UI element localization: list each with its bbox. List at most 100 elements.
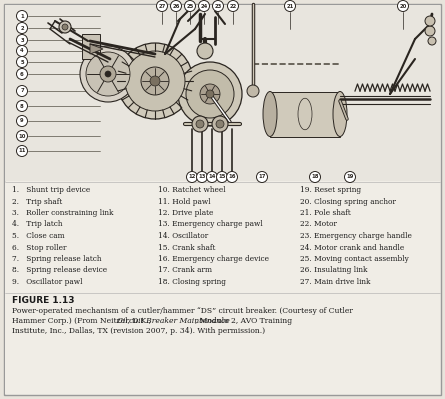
Text: 4.   Trip latch: 4. Trip latch (12, 221, 62, 229)
Text: Power-operated mechanism of a cutler/hammer “DS” circuit breaker. (Courtesy of C: Power-operated mechanism of a cutler/ham… (12, 307, 353, 315)
Circle shape (16, 45, 28, 57)
Circle shape (59, 21, 71, 33)
Circle shape (256, 172, 267, 182)
Text: FIGURE 1.13: FIGURE 1.13 (12, 296, 74, 305)
Text: 24: 24 (200, 4, 208, 8)
Circle shape (206, 172, 218, 182)
Circle shape (16, 22, 28, 34)
Circle shape (117, 43, 193, 119)
Text: 25. Moving contact assembly: 25. Moving contact assembly (300, 255, 409, 263)
Text: 11: 11 (18, 148, 26, 154)
Text: 6: 6 (20, 71, 24, 77)
Circle shape (197, 43, 213, 59)
Circle shape (16, 34, 28, 45)
Text: 8: 8 (20, 103, 24, 109)
Text: 22: 22 (229, 4, 237, 8)
Text: 12: 12 (188, 174, 196, 180)
Text: 18. Closing spring: 18. Closing spring (158, 278, 226, 286)
Circle shape (212, 116, 228, 132)
Text: 26. Insulating link: 26. Insulating link (300, 267, 368, 275)
Circle shape (178, 62, 242, 126)
Circle shape (185, 0, 195, 12)
Text: 7.   Spring release latch: 7. Spring release latch (12, 255, 101, 263)
Ellipse shape (333, 91, 347, 136)
Text: 9: 9 (20, 119, 24, 124)
Circle shape (157, 0, 167, 12)
Circle shape (344, 172, 356, 182)
Circle shape (186, 172, 198, 182)
Bar (5, 294, 440, 394)
Text: 17: 17 (258, 174, 266, 180)
Circle shape (206, 90, 214, 98)
Circle shape (196, 120, 204, 128)
Text: Circuit Breaker Maintenance: Circuit Breaker Maintenance (117, 317, 230, 325)
Text: 16. Emergency charge device: 16. Emergency charge device (158, 255, 269, 263)
Circle shape (16, 69, 28, 79)
Text: 27. Main drive link: 27. Main drive link (300, 278, 371, 286)
Circle shape (428, 37, 436, 45)
Text: 21: 21 (286, 4, 294, 8)
Circle shape (170, 0, 182, 12)
Text: 20. Closing spring anchor: 20. Closing spring anchor (300, 198, 396, 205)
Circle shape (16, 101, 28, 111)
Circle shape (217, 172, 227, 182)
Text: 19. Reset spring: 19. Reset spring (300, 186, 361, 194)
Circle shape (397, 0, 409, 12)
Circle shape (150, 76, 160, 86)
Text: , Module 2, AVO Training: , Module 2, AVO Training (195, 317, 292, 325)
Text: 2: 2 (20, 26, 24, 30)
Circle shape (192, 116, 208, 132)
Circle shape (425, 26, 435, 36)
Circle shape (227, 172, 238, 182)
Text: 14: 14 (208, 174, 216, 180)
Circle shape (16, 146, 28, 156)
Circle shape (216, 120, 224, 128)
Text: 19: 19 (346, 174, 354, 180)
Text: 20: 20 (399, 4, 407, 8)
Circle shape (213, 0, 223, 12)
Text: 4: 4 (20, 49, 24, 53)
Text: 15. Crank shaft: 15. Crank shaft (158, 243, 215, 251)
Circle shape (310, 172, 320, 182)
Text: 1.   Shunt trip device: 1. Shunt trip device (12, 186, 90, 194)
Ellipse shape (263, 91, 277, 136)
Text: 6.   Stop roller: 6. Stop roller (12, 243, 66, 251)
Text: 10: 10 (18, 134, 26, 138)
Text: 10. Ratchet wheel: 10. Ratchet wheel (158, 186, 226, 194)
Circle shape (16, 10, 28, 22)
Text: 18: 18 (311, 174, 319, 180)
Text: 16: 16 (228, 174, 236, 180)
Circle shape (105, 71, 111, 77)
Text: 3.   Roller constraining link: 3. Roller constraining link (12, 209, 113, 217)
Text: 7: 7 (20, 89, 24, 93)
Text: 24. Motor crank and handle: 24. Motor crank and handle (300, 243, 404, 251)
Circle shape (16, 57, 28, 67)
Circle shape (16, 115, 28, 126)
Circle shape (284, 0, 295, 12)
Circle shape (141, 67, 169, 95)
Text: Institute, Inc., Dallas, TX (revision 2007, p. 34). With permission.): Institute, Inc., Dallas, TX (revision 20… (12, 327, 265, 335)
Polygon shape (90, 44, 103, 54)
Circle shape (16, 85, 28, 97)
Circle shape (186, 70, 234, 118)
Circle shape (125, 51, 185, 111)
Circle shape (197, 172, 207, 182)
Bar (270, 91, 340, 136)
Text: 13: 13 (198, 174, 206, 180)
Text: 5.   Close cam: 5. Close cam (12, 232, 65, 240)
Text: 12. Drive plate: 12. Drive plate (158, 209, 213, 217)
Text: 21. Pole shaft: 21. Pole shaft (300, 209, 351, 217)
Text: 23. Emergency charge handle: 23. Emergency charge handle (300, 232, 412, 240)
Text: 27: 27 (158, 4, 166, 8)
Text: 8.   Spring release device: 8. Spring release device (12, 267, 107, 275)
Circle shape (247, 85, 259, 97)
Text: 22. Motor: 22. Motor (300, 221, 337, 229)
Text: 15: 15 (218, 174, 226, 180)
Circle shape (100, 66, 116, 82)
Text: 2.   Trip shaft: 2. Trip shaft (12, 198, 62, 205)
Circle shape (425, 16, 435, 26)
Circle shape (200, 84, 220, 104)
Text: 5: 5 (20, 59, 24, 65)
Text: 17. Crank arm: 17. Crank arm (158, 267, 212, 275)
Text: 13. Emergency charge pawl: 13. Emergency charge pawl (158, 221, 263, 229)
